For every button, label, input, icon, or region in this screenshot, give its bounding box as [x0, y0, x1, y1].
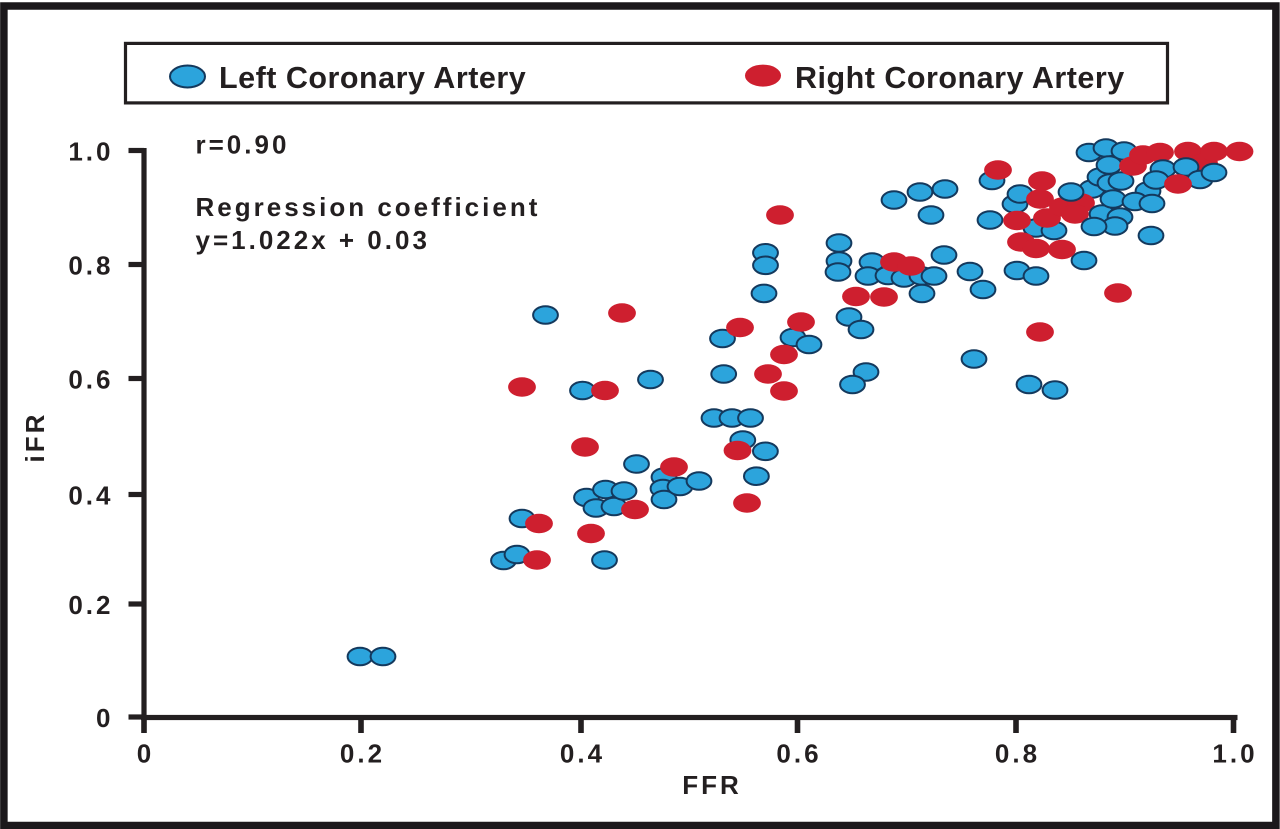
svg-text:1.0: 1.0 [68, 137, 113, 167]
svg-text:0: 0 [96, 703, 113, 733]
svg-text:1.0: 1.0 [1212, 739, 1257, 769]
svg-text:0.2: 0.2 [340, 739, 385, 769]
svg-text:0: 0 [137, 739, 154, 769]
svg-text:0.2: 0.2 [68, 590, 113, 620]
svg-text:0.6: 0.6 [68, 365, 113, 395]
svg-text:FFR: FFR [682, 770, 742, 800]
svg-text:0.8: 0.8 [68, 251, 113, 281]
svg-text:0.4: 0.4 [560, 739, 605, 769]
svg-text:Left Coronary Artery: Left Coronary Artery [219, 61, 526, 95]
svg-text:r=0.90: r=0.90 [196, 130, 290, 160]
svg-text:Right Coronary Artery: Right Coronary Artery [795, 61, 1125, 95]
svg-text:Regression coefficient: Regression coefficient [196, 192, 541, 222]
svg-text:y=1.022x + 0.03: y=1.022x + 0.03 [196, 225, 430, 255]
svg-text:0.8: 0.8 [995, 739, 1040, 769]
svg-text:0.4: 0.4 [68, 481, 113, 511]
svg-text:iFR: iFR [20, 412, 50, 463]
svg-text:0.6: 0.6 [776, 739, 821, 769]
